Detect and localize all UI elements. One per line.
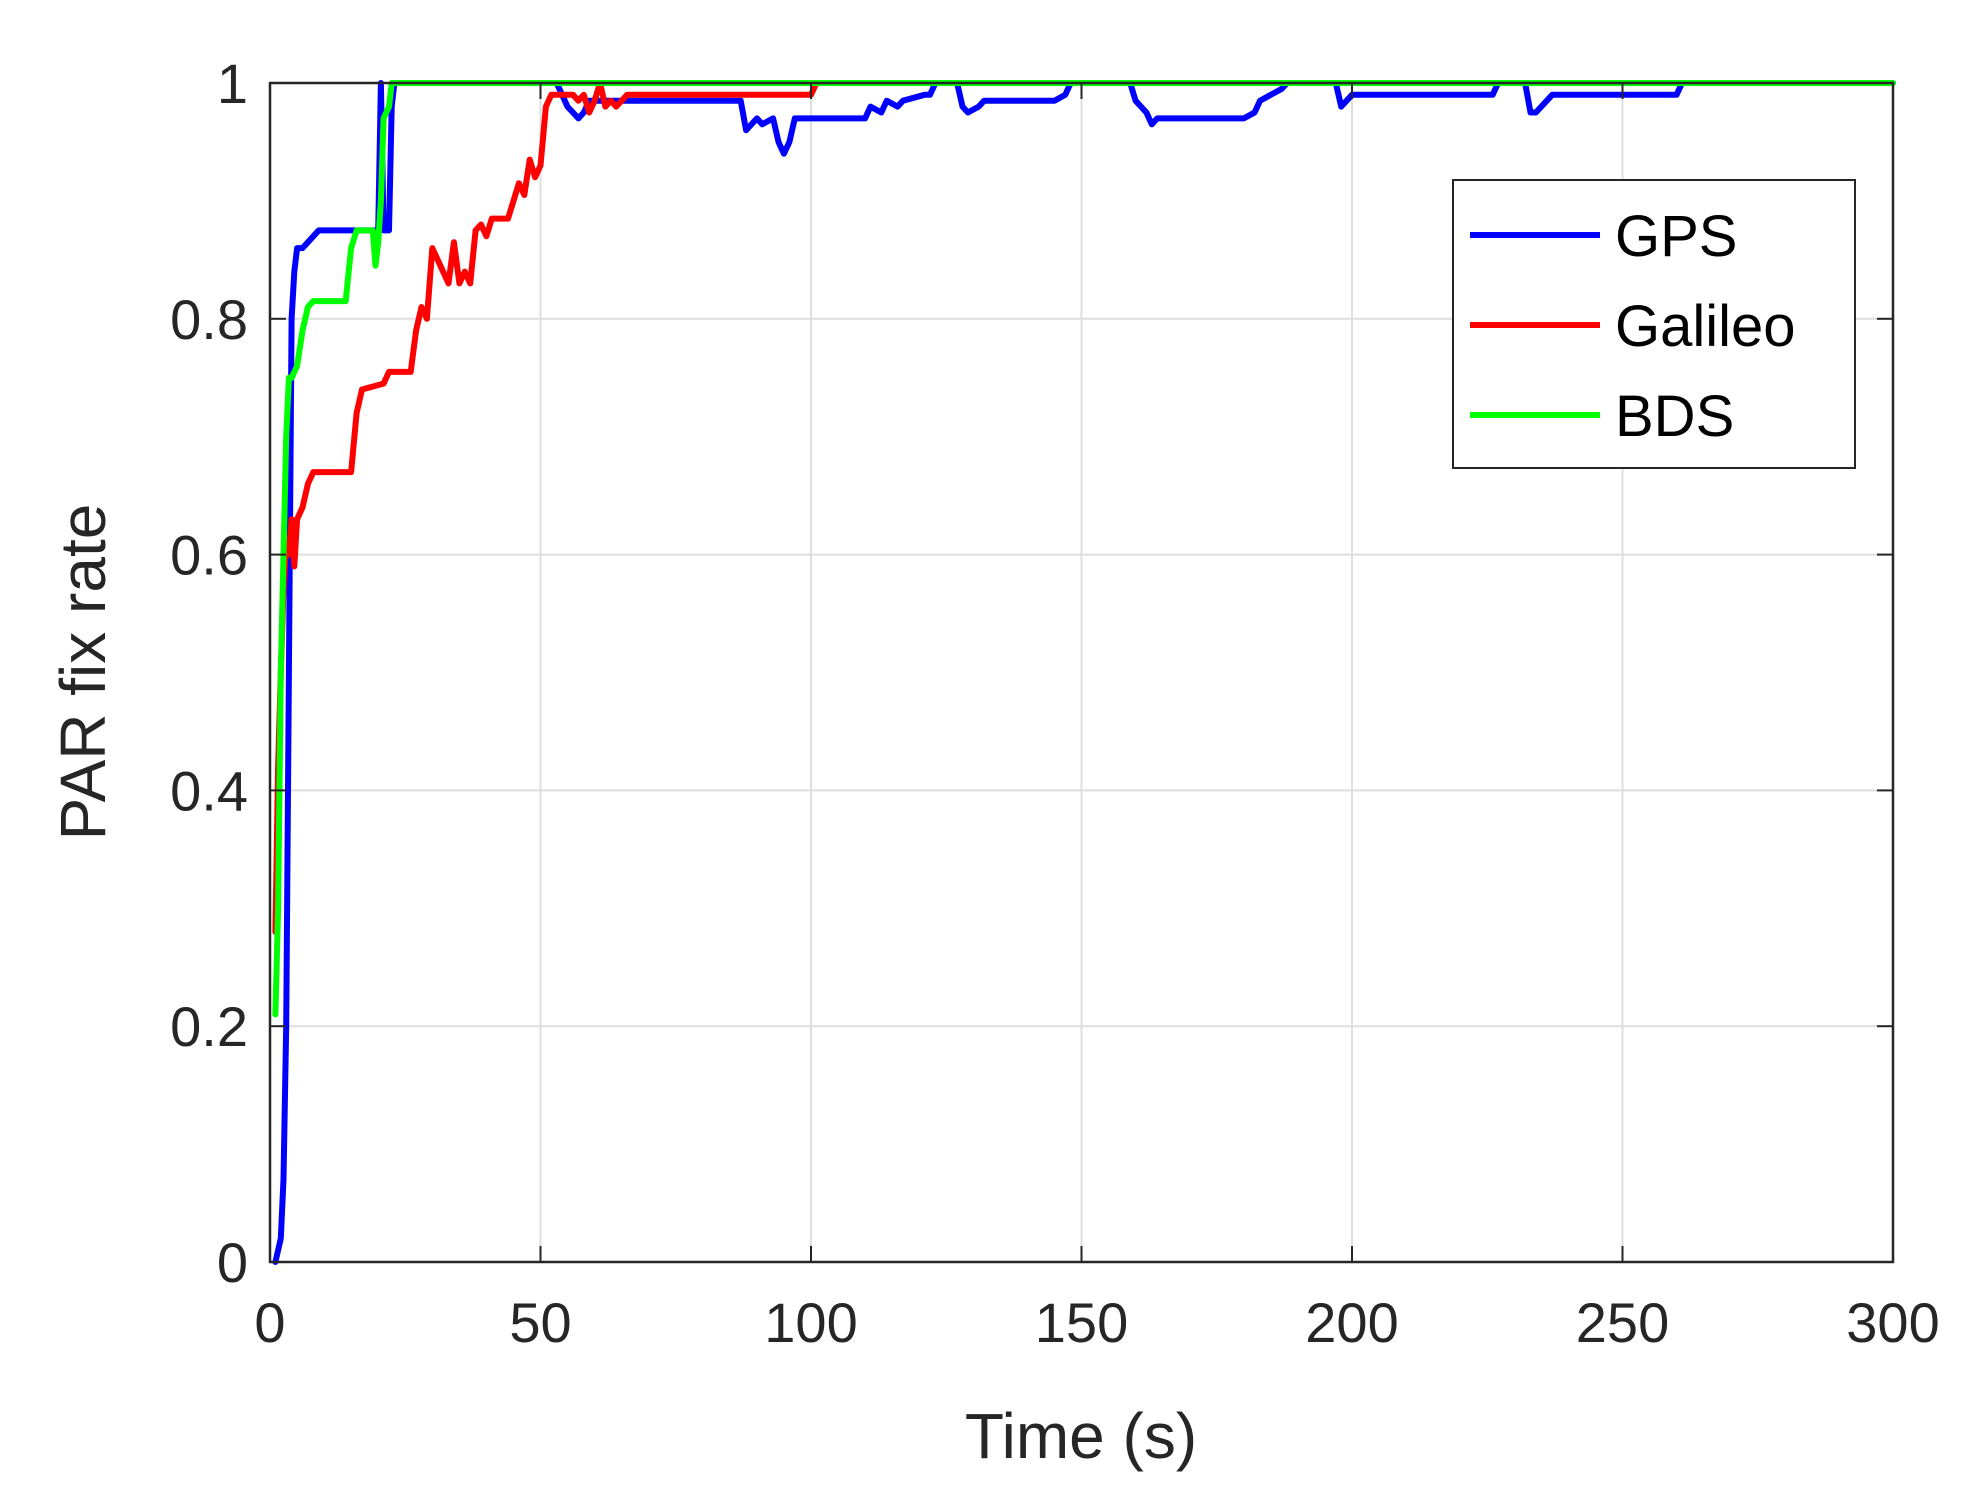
legend-entries: GPS Galileo BDS <box>1470 204 1796 449</box>
legend-label-gps: GPS <box>1615 204 1738 269</box>
series-line-bds <box>272 80 1896 1018</box>
x-tick-label: 100 <box>764 1291 857 1354</box>
y-tick-label: 0.6 <box>170 524 248 587</box>
ticks <box>269 82 1894 1263</box>
series-line-galileo <box>272 80 820 935</box>
x-tick-label: 0 <box>254 1291 285 1354</box>
x-axis-label: Time (s) <box>965 1400 1197 1472</box>
x-tick-label: 250 <box>1576 1291 1669 1354</box>
x-tick-label: 150 <box>1035 1291 1128 1354</box>
y-tick-label: 1 <box>217 52 248 115</box>
y-axis-label: PAR fix rate <box>47 504 119 841</box>
legend: GPS Galileo BDS <box>1452 179 1856 469</box>
x-tick-label: 200 <box>1305 1291 1398 1354</box>
y-tick-label: 0.8 <box>170 288 248 351</box>
y-tick-label: 0 <box>217 1231 248 1294</box>
tick-labels: 0 50 100 150 200 250 300 0 0.2 0.4 0.6 0.8 1 <box>170 52 1940 1354</box>
x-tick-label: 50 <box>509 1291 571 1354</box>
series-layer <box>272 80 1896 1265</box>
x-tick-label: 300 <box>1846 1291 1939 1354</box>
legend-label-bds: BDS <box>1615 384 1734 449</box>
legend-label-galileo: Galileo <box>1615 294 1796 359</box>
y-tick-label: 0.2 <box>170 995 248 1058</box>
y-tick-label: 0.4 <box>170 759 248 822</box>
